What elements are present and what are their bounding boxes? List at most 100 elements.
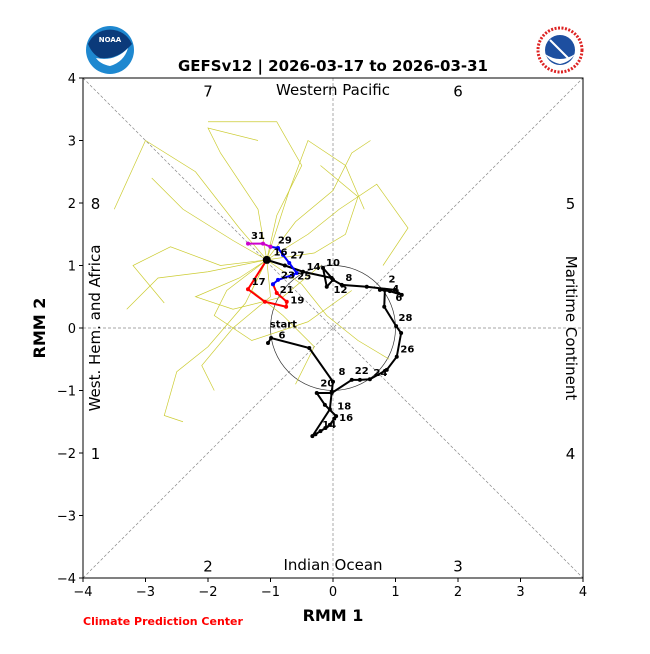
observed-point [266, 341, 270, 345]
ensemble-member-line [126, 259, 267, 310]
x-tick-label: 3 [516, 585, 524, 600]
forecast-point [284, 299, 289, 304]
observed-date-label: 22 [355, 366, 369, 377]
phase-label: 6 [453, 83, 463, 101]
forecast-date-label: 25 [297, 271, 311, 282]
ensemble-member-line [194, 259, 321, 310]
observed-point [331, 379, 335, 384]
forecast-point [246, 241, 250, 246]
observed-date-label: 14 [322, 420, 336, 431]
x-tick-label: 4 [579, 585, 587, 600]
diagonal-line [82, 77, 584, 579]
observed-date-label: 24 [374, 368, 388, 379]
y-tick-label: 4 [68, 72, 76, 87]
observed-point [318, 429, 323, 434]
noaa-logo-text: NOAA [99, 36, 122, 44]
observed-date-label: 6 [279, 330, 286, 341]
ensemble-member-line [266, 183, 409, 266]
forecast-point [274, 291, 279, 295]
ensemble-member-line [266, 139, 365, 260]
observed-date-label: 26 [400, 344, 414, 355]
phase-label: 3 [453, 558, 463, 576]
nws-logo [536, 26, 584, 74]
observed-point [313, 432, 318, 437]
y-tick-label: 2 [68, 197, 76, 212]
forecast-point [276, 277, 280, 282]
observed-point [269, 336, 274, 340]
forecast-point [294, 271, 299, 275]
observed-point [399, 292, 404, 297]
y-tick-label: −1 [57, 385, 76, 400]
x-tick-label: −4 [73, 585, 92, 600]
y-axis-label: RMM 2 [30, 298, 49, 359]
observed-point [399, 331, 404, 335]
forecast-point [271, 282, 275, 287]
forecast-date-label: 16 [274, 247, 288, 258]
observed-point [334, 414, 339, 419]
ensemble-member-line [266, 140, 371, 261]
forecast-point [268, 244, 273, 249]
forecast-point [246, 287, 250, 292]
observed-point [377, 287, 382, 292]
forecast-date-label: 31 [251, 231, 265, 242]
forecast-point [291, 272, 295, 277]
observed-point [384, 367, 389, 372]
observed-point [327, 422, 332, 427]
ensemble-member-line [208, 121, 303, 260]
phase-label: 1 [91, 445, 101, 463]
forecast-point [281, 252, 285, 257]
observed-point [349, 377, 354, 382]
observed-point [327, 407, 332, 412]
observed-date-label: 10 [326, 258, 340, 269]
diagonal-line [82, 77, 584, 579]
ensemble-member-line [207, 127, 268, 260]
forecast-point [284, 304, 289, 309]
noaa-logo: NOAA [86, 26, 134, 74]
region-label-bottom: Indian Ocean [283, 556, 382, 574]
x-tick-label: 1 [391, 585, 399, 600]
observed-point [314, 391, 319, 395]
observed-point [323, 426, 328, 430]
forecast-start-marker [262, 255, 271, 264]
observed-point [387, 289, 392, 294]
x-tick-label: −1 [261, 585, 280, 600]
observed-point [392, 287, 397, 292]
forecast-date-label: 19 [290, 296, 304, 307]
observed-point [329, 276, 334, 280]
ensemble-member-line [163, 259, 268, 423]
region-label-left: West. Hem. and Africa [86, 245, 104, 412]
forecast-mean-line [248, 242, 271, 248]
forecast-point [276, 246, 280, 250]
observed-point [301, 269, 305, 274]
forecast-point [262, 299, 267, 304]
observed-date-label: 14 [307, 262, 321, 273]
region-label-right: Maritime Continent [562, 256, 580, 401]
observed-date-label: 6 [395, 293, 402, 304]
forecast-date-label: 21 [280, 285, 294, 296]
ensemble-member-line [113, 139, 268, 261]
observed-point [307, 346, 312, 350]
y-tick-label: 3 [68, 135, 76, 150]
observed-date-label: 18 [337, 401, 351, 412]
x-tick-label: −2 [198, 585, 217, 600]
observed-point [357, 377, 362, 382]
observed-date-label: 8 [345, 273, 352, 284]
x-tick-label: −3 [136, 585, 155, 600]
y-tick-label: −2 [57, 447, 76, 462]
forecast-date-label: 29 [278, 236, 292, 247]
x-tick-label: 0 [329, 585, 337, 600]
forecast-date-label: 17 [252, 277, 266, 288]
observed-point [310, 434, 315, 439]
observed-date-label: start [270, 319, 297, 330]
observed-date-label: 2 [389, 274, 396, 285]
forecast-date-label: 27 [290, 251, 304, 262]
y-tick-label: 0 [68, 322, 76, 337]
observed-point [382, 287, 387, 292]
ensemble-member-line [132, 246, 267, 304]
chart-title: GEFSv12 | 2026-03-17 to 2026-03-31 [178, 57, 488, 76]
observed-point [321, 266, 325, 270]
ensemble-member-line [151, 177, 267, 261]
forecast-point [261, 241, 265, 246]
